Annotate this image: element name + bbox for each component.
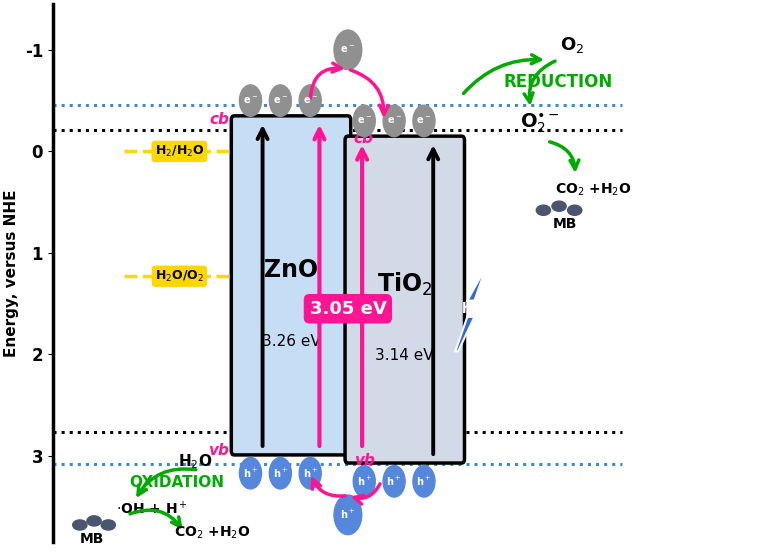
Text: vb: vb xyxy=(353,453,375,468)
Text: H$_2$/H$_2$O: H$_2$/H$_2$O xyxy=(154,144,204,159)
Ellipse shape xyxy=(536,205,551,215)
Text: cb: cb xyxy=(353,131,373,147)
Circle shape xyxy=(240,85,261,116)
Ellipse shape xyxy=(87,516,101,526)
Text: MB: MB xyxy=(80,532,104,546)
Text: CO$_2$ +H$_2$O: CO$_2$ +H$_2$O xyxy=(174,525,251,541)
Text: TiO$_2$: TiO$_2$ xyxy=(377,271,432,298)
Ellipse shape xyxy=(101,520,115,530)
Ellipse shape xyxy=(568,205,582,215)
Text: 3.05 eV: 3.05 eV xyxy=(310,300,386,318)
Text: CO$_2$ +H$_2$O: CO$_2$ +H$_2$O xyxy=(555,182,631,198)
Text: h$^+$: h$^+$ xyxy=(340,508,356,521)
Text: e$^-$: e$^-$ xyxy=(356,115,372,126)
Text: h$^+$: h$^+$ xyxy=(416,475,432,488)
Text: e$^-$: e$^-$ xyxy=(273,95,288,106)
Circle shape xyxy=(270,457,291,489)
Ellipse shape xyxy=(552,201,566,211)
Text: 3.14 eV: 3.14 eV xyxy=(376,348,434,363)
Circle shape xyxy=(413,466,435,497)
Text: h$^+$: h$^+$ xyxy=(303,467,318,480)
Text: e$^-$: e$^-$ xyxy=(416,115,432,126)
Polygon shape xyxy=(455,266,487,352)
Text: h$^+$: h$^+$ xyxy=(243,467,258,480)
FancyBboxPatch shape xyxy=(345,136,465,463)
Text: MB: MB xyxy=(552,218,577,231)
Text: REDUCTION: REDUCTION xyxy=(503,73,612,91)
Text: e$^-$: e$^-$ xyxy=(303,95,318,106)
Text: e$^-$: e$^-$ xyxy=(386,115,402,126)
Circle shape xyxy=(353,466,376,497)
Circle shape xyxy=(300,457,321,489)
FancyBboxPatch shape xyxy=(231,116,351,455)
Text: h$^+$: h$^+$ xyxy=(273,467,288,480)
Text: h$\nu$: h$\nu$ xyxy=(462,301,481,316)
Text: vb: vb xyxy=(208,444,229,458)
Y-axis label: Energy, versus NHE: Energy, versus NHE xyxy=(4,190,19,357)
Ellipse shape xyxy=(73,520,87,530)
Text: h$^+$: h$^+$ xyxy=(386,475,402,488)
Circle shape xyxy=(353,105,376,137)
Circle shape xyxy=(334,495,362,534)
Text: H$_2$O/O$_2$: H$_2$O/O$_2$ xyxy=(155,269,204,284)
Circle shape xyxy=(240,457,261,489)
Text: 3.26 eV: 3.26 eV xyxy=(262,334,320,349)
Circle shape xyxy=(413,105,435,137)
Text: ZnO: ZnO xyxy=(264,258,318,282)
Text: h$^+$: h$^+$ xyxy=(356,475,372,488)
Circle shape xyxy=(270,85,291,116)
Circle shape xyxy=(383,466,406,497)
Circle shape xyxy=(383,105,406,137)
Text: OXIDATION: OXIDATION xyxy=(130,475,225,490)
Text: O$_2^{\bullet-}$: O$_2^{\bullet-}$ xyxy=(520,111,560,134)
Text: e$^-$: e$^-$ xyxy=(340,44,356,55)
Text: H$_2$O: H$_2$O xyxy=(178,453,212,472)
Text: $\cdot$OH + H$^+$: $\cdot$OH + H$^+$ xyxy=(117,500,188,517)
Circle shape xyxy=(300,85,321,116)
Text: e$^-$: e$^-$ xyxy=(243,95,258,106)
Text: O$_2$: O$_2$ xyxy=(560,35,584,55)
Text: cb: cb xyxy=(209,112,229,127)
Circle shape xyxy=(334,30,362,69)
